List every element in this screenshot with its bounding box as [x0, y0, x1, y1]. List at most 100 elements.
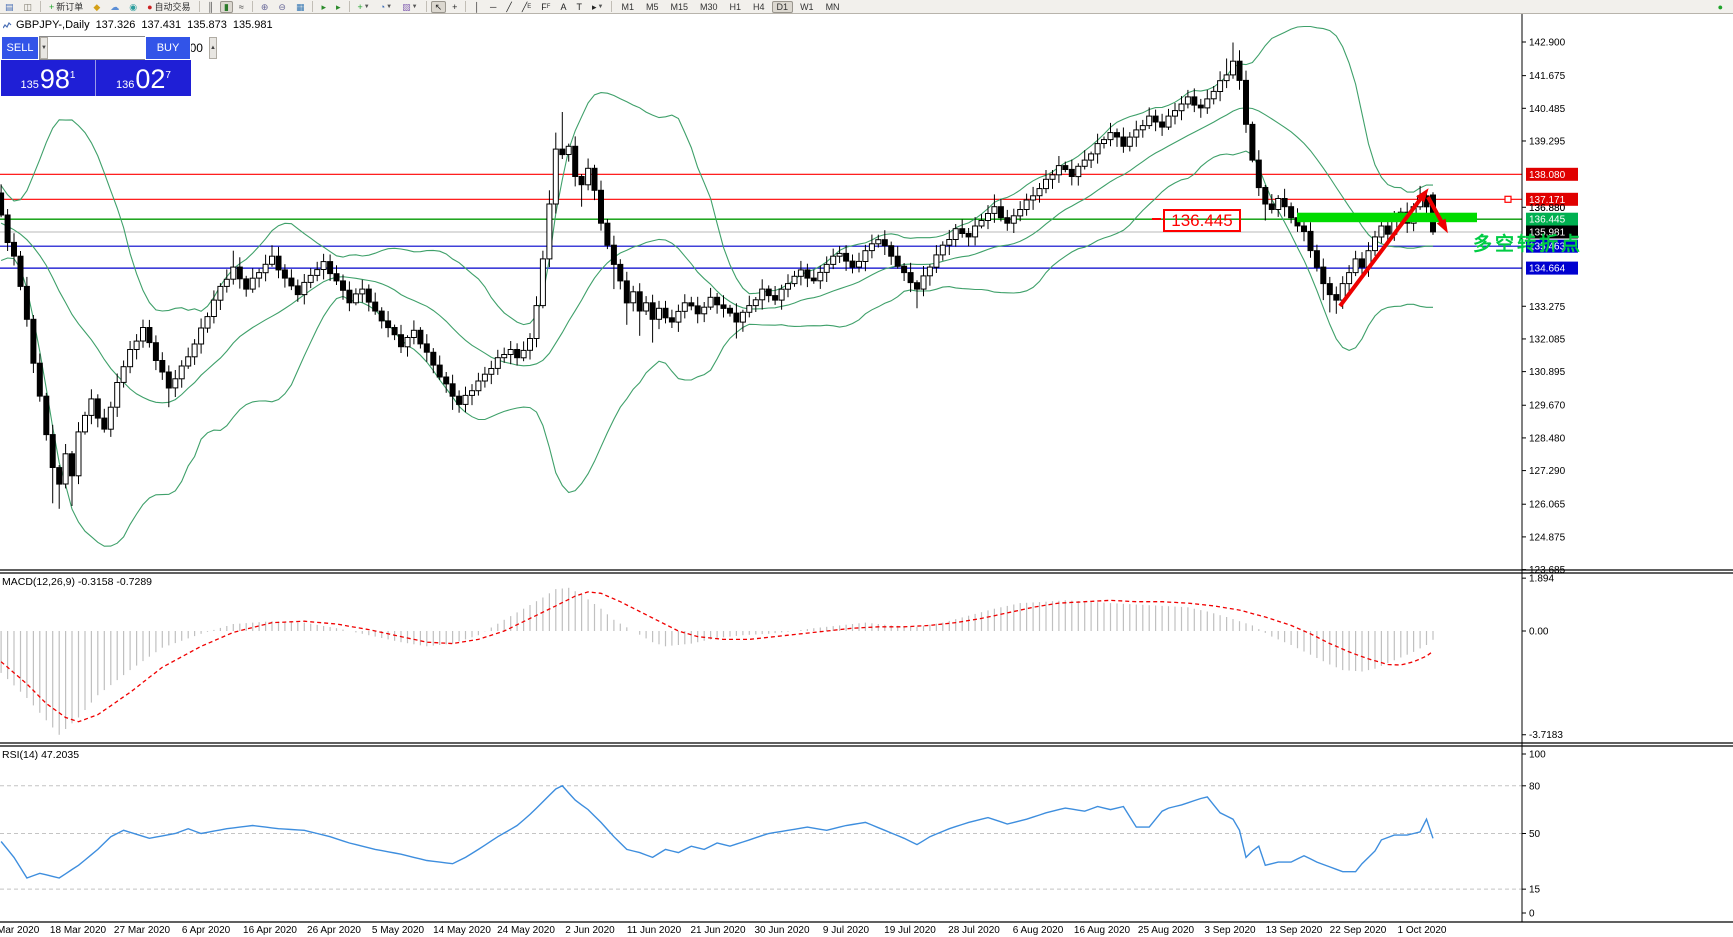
signal-icon[interactable]: ◉ — [125, 1, 141, 13]
date-axis-label: 9 Mar 2020 — [0, 925, 40, 936]
scroll-to-end-icon[interactable]: ▸ — [317, 1, 330, 13]
candle-body — [1043, 178, 1049, 190]
crosshair-button[interactable]: + — [448, 1, 461, 13]
line-chart-icon[interactable]: ≈ — [235, 1, 248, 13]
sell-price-button[interactable]: 135 98 1 — [1, 60, 96, 96]
candle-body — [1372, 236, 1378, 252]
candle-body — [178, 365, 185, 380]
timeframe-button-m30[interactable]: M30 — [700, 1, 718, 12]
templates-button[interactable]: ▨ ▼ — [398, 1, 421, 13]
zoom-out-icon[interactable]: ⊖ — [274, 1, 290, 13]
market-watch-icon-glyph: ◫ — [23, 1, 33, 12]
gold-icon[interactable]: ◆ — [89, 1, 104, 13]
date-axis-label: 14 May 2020 — [433, 925, 491, 936]
candle-body — [572, 145, 579, 178]
autotrading-button[interactable]: ● 自动交易 — [143, 1, 194, 13]
timeframe-button-m15[interactable]: M15 — [670, 1, 688, 12]
text-label-button[interactable]: T — [572, 1, 586, 13]
text-label-glyph: T — [576, 1, 582, 12]
price-badge-label: 138.080 — [1529, 170, 1566, 181]
bar-chart-icon[interactable]: ║ — [204, 1, 218, 13]
chart-window-icon[interactable]: ▤ — [1, 1, 18, 13]
buy-price-big: 02 — [135, 64, 166, 94]
candle-body — [449, 383, 456, 397]
timeframe-button-m1[interactable]: M1 — [621, 1, 634, 12]
chart-title: GBPJPY-,Daily 137.326 137.431 135.873 13… — [3, 19, 275, 31]
candle-body — [785, 283, 791, 290]
dropdown-arrow-icon: ▼ — [386, 3, 393, 10]
profile-cloud-icon[interactable]: ☁ — [106, 1, 123, 13]
candle-body — [249, 277, 256, 290]
candle-body — [1320, 266, 1327, 285]
timeframe-button-h4[interactable]: H4 — [753, 1, 765, 12]
level-price-label[interactable]: 136.445 — [1163, 209, 1241, 232]
candle-body — [146, 327, 153, 344]
text-button[interactable]: A — [556, 1, 570, 13]
cursor-button[interactable]: ↖ — [430, 0, 447, 13]
timeframe-button-mn[interactable]: MN — [825, 1, 840, 12]
candle-body — [656, 307, 662, 320]
indicators-button[interactable]: + ▼ — [354, 1, 374, 13]
horizontal-line-button[interactable]: ─ — [486, 1, 500, 13]
candle-body — [107, 406, 114, 430]
symbol-name: GBPJPY-,Daily — [16, 19, 90, 31]
rsi-axis-label: 80 — [1529, 781, 1541, 792]
volume-decrease-button[interactable]: ▼ — [40, 37, 48, 59]
candle-body — [0, 192, 5, 216]
sell-price-big: 98 — [39, 64, 70, 94]
tile-windows-icon[interactable]: ▦ — [292, 1, 309, 13]
candle-body — [617, 263, 624, 282]
chart-shift-icon[interactable]: ▸ — [332, 1, 345, 13]
crosshair-glyph: + — [452, 1, 458, 12]
dropdown-arrow-icon: ▼ — [363, 3, 370, 10]
candle-body — [314, 269, 321, 276]
candle-body — [1010, 215, 1017, 224]
toolbar-group: ▸ ▸ — [316, 0, 345, 13]
trendline-glyph: ╱ — [506, 1, 512, 12]
buy-button[interactable]: BUY — [145, 36, 191, 60]
date-axis-label: 22 Sep 2020 — [1330, 925, 1387, 936]
volume-increase-button[interactable]: ▲ — [208, 37, 217, 59]
timeframe-button-m5[interactable]: M5 — [645, 1, 659, 12]
turning-point-annotation[interactable]: 多空转折点 — [1473, 234, 1584, 255]
timeframe-button-d1[interactable]: D1 — [771, 0, 794, 13]
candlestick-chart-icon[interactable]: ▮ — [219, 0, 233, 13]
candle-body — [191, 343, 198, 358]
periods-button[interactable]: ◔ ▼ — [376, 1, 396, 13]
sell-button[interactable]: SELL — [1, 36, 39, 60]
date-axis-label: 25 Aug 2020 — [1138, 925, 1195, 936]
channel-button[interactable]: ╱ E — [518, 1, 535, 13]
new-order-button[interactable]: + 新订单 — [45, 1, 87, 13]
market-watch-icon[interactable]: ◫ — [20, 1, 37, 13]
timeframe-button-h1[interactable]: H1 — [729, 1, 742, 12]
scroll-to-end-icon-glyph: ▸ — [321, 1, 326, 12]
buy-price-button[interactable]: 136 02 7 — [96, 60, 191, 96]
vertical-line-button[interactable]: │ — [470, 1, 484, 13]
candle-body — [1101, 139, 1107, 145]
dropdown-arrow-icon: ▼ — [411, 3, 418, 10]
toolbar-separator — [312, 1, 314, 12]
line-drag-handle[interactable] — [1504, 195, 1512, 203]
candle-body — [752, 299, 759, 307]
candle-body — [778, 288, 785, 301]
candle-body — [1062, 165, 1069, 171]
timeframe-button-w1[interactable]: W1 — [800, 1, 814, 12]
templates-glyph: ▨ — [402, 1, 411, 12]
chart-window-icon-glyph: ▤ — [5, 1, 14, 12]
candle-body — [688, 302, 695, 307]
arrows-button[interactable]: ▸ ▼ — [588, 1, 607, 13]
candle-body — [817, 271, 824, 282]
candle-body — [527, 338, 533, 351]
candle-body — [926, 266, 933, 277]
candle-body — [475, 380, 482, 392]
trendline-button[interactable]: ╱ — [502, 1, 515, 13]
candle-body — [1191, 96, 1198, 106]
candle-body — [868, 243, 875, 252]
toolbar-group: ↖ + — [430, 0, 463, 13]
zoom-in-icon[interactable]: ⊕ — [257, 1, 273, 13]
connection-status-icon[interactable]: ● — [1714, 1, 1727, 13]
candle-body — [1210, 90, 1217, 100]
candle-body — [1178, 103, 1185, 112]
